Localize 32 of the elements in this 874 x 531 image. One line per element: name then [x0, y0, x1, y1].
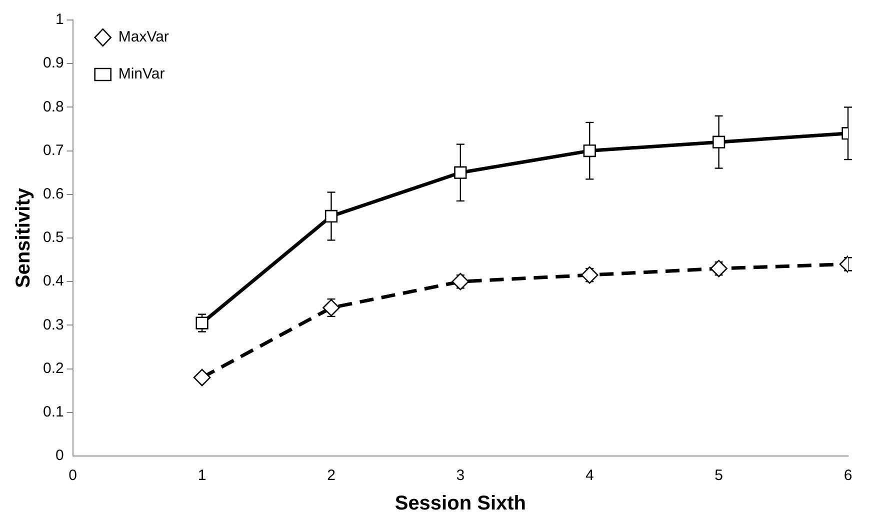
point: [193, 368, 211, 386]
point: [324, 210, 338, 223]
y-axis-title: Sensitivity: [12, 187, 35, 288]
y-tick-label: 0.1: [42, 404, 64, 421]
y-tick-label: 0: [56, 447, 64, 464]
y-tick-label: 0.6: [42, 186, 64, 203]
point: [452, 272, 470, 290]
x-tick-label: 4: [585, 467, 594, 484]
x-tick-label: 0: [68, 467, 78, 484]
y-tick-label: 0.4: [42, 272, 64, 290]
point: [580, 266, 598, 284]
x-axis-title: Session Sixth: [394, 492, 526, 515]
point: [583, 144, 596, 158]
y-tick-label: 0.2: [42, 360, 64, 377]
legend-label: MaxVar: [118, 28, 169, 46]
y-tick-label: 0.8: [42, 98, 64, 116]
y-tick-label: 0.5: [42, 229, 64, 246]
point: [454, 166, 467, 179]
point: [712, 136, 726, 148]
y-tick-label: 1: [56, 11, 64, 28]
point: [196, 316, 208, 330]
y-tick-label: 0.3: [42, 316, 64, 334]
x-tick-label: 2: [327, 467, 336, 484]
x-tick-label: 3: [456, 467, 465, 484]
x-tick-label: 5: [714, 467, 723, 484]
point: [710, 260, 728, 278]
y-tick-label: 0.7: [42, 142, 64, 159]
y-tick-label: 0.9: [42, 54, 64, 72]
point: [322, 299, 340, 316]
x-tick-label: 6: [844, 467, 852, 484]
x-tick-label: 1: [198, 467, 206, 484]
legend-label: MinVar: [118, 66, 165, 83]
